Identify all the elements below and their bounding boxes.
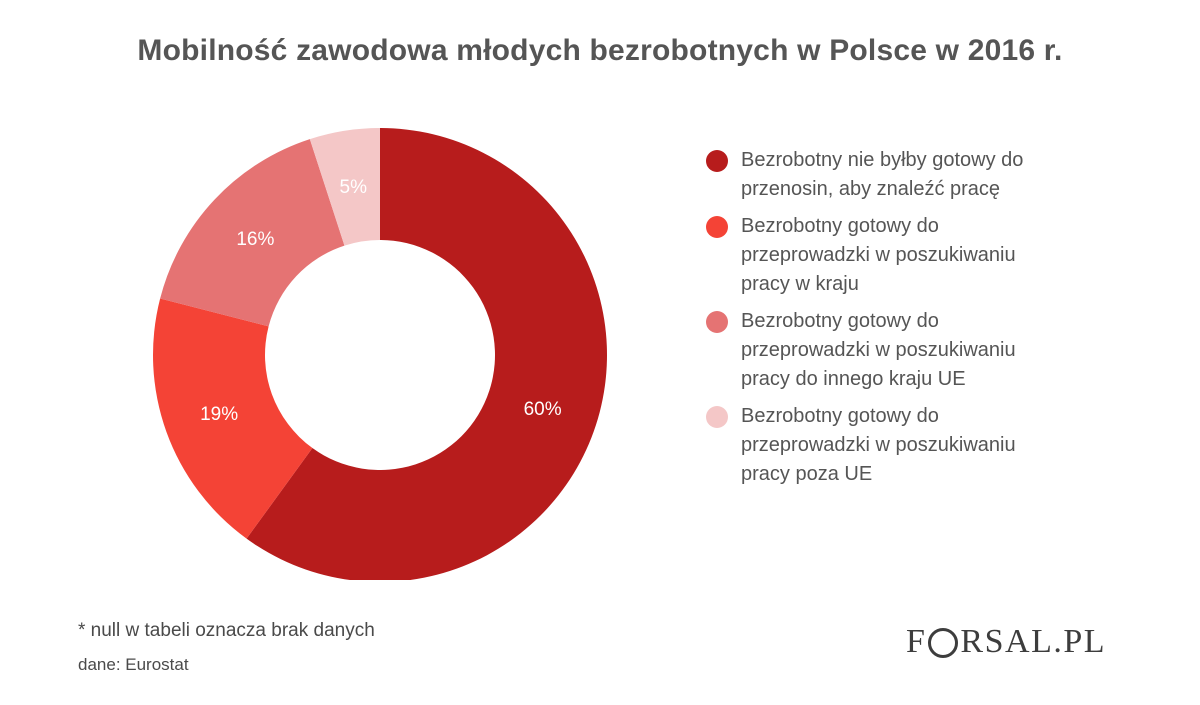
slice-value-label: 16%	[236, 229, 274, 250]
donut-slice	[246, 128, 607, 580]
logo-text: RSAL.PL	[960, 623, 1107, 660]
legend-label: Bezrobotny nie byłby gotowy do przenosin…	[741, 149, 1024, 200]
legend-item: Bezrobotny gotowy do przeprowadzki w pos…	[706, 307, 1046, 394]
logo-o-icon	[928, 628, 959, 658]
legend-swatch	[706, 216, 728, 238]
legend-swatch	[706, 406, 728, 428]
footnote: * null w tabeli oznacza brak danych	[78, 620, 375, 641]
chart-title: Mobilność zawodowa młodych bezrobotnych …	[137, 34, 1063, 67]
legend: Bezrobotny nie byłby gotowy do przenosin…	[706, 146, 1046, 497]
legend-label: Bezrobotny gotowy do przeprowadzki w pos…	[741, 405, 1016, 485]
donut-slice	[152, 298, 313, 539]
slice-value-label: 60%	[524, 399, 562, 420]
legend-item: Bezrobotny gotowy do przeprowadzki w pos…	[706, 402, 1046, 489]
legend-swatch	[706, 311, 728, 333]
donut-slice	[160, 139, 345, 327]
source-label: dane: Eurostat	[78, 655, 189, 674]
slice-value-label: 19%	[200, 404, 238, 425]
logo-text: F	[906, 623, 927, 660]
donut-chart: 60% 19% 16% 5%	[152, 128, 607, 580]
legend-label: Bezrobotny gotowy do przeprowadzki w pos…	[741, 215, 1016, 295]
legend-item: Bezrobotny nie byłby gotowy do przenosin…	[706, 146, 1046, 204]
forsal-logo: F RSAL.PL	[906, 623, 1106, 661]
legend-label: Bezrobotny gotowy do przeprowadzki w pos…	[741, 310, 1016, 390]
slice-value-label: 5%	[340, 177, 368, 198]
donut-slice	[309, 128, 380, 246]
legend-item: Bezrobotny gotowy do przeprowadzki w pos…	[706, 212, 1046, 299]
legend-swatch	[706, 150, 728, 172]
